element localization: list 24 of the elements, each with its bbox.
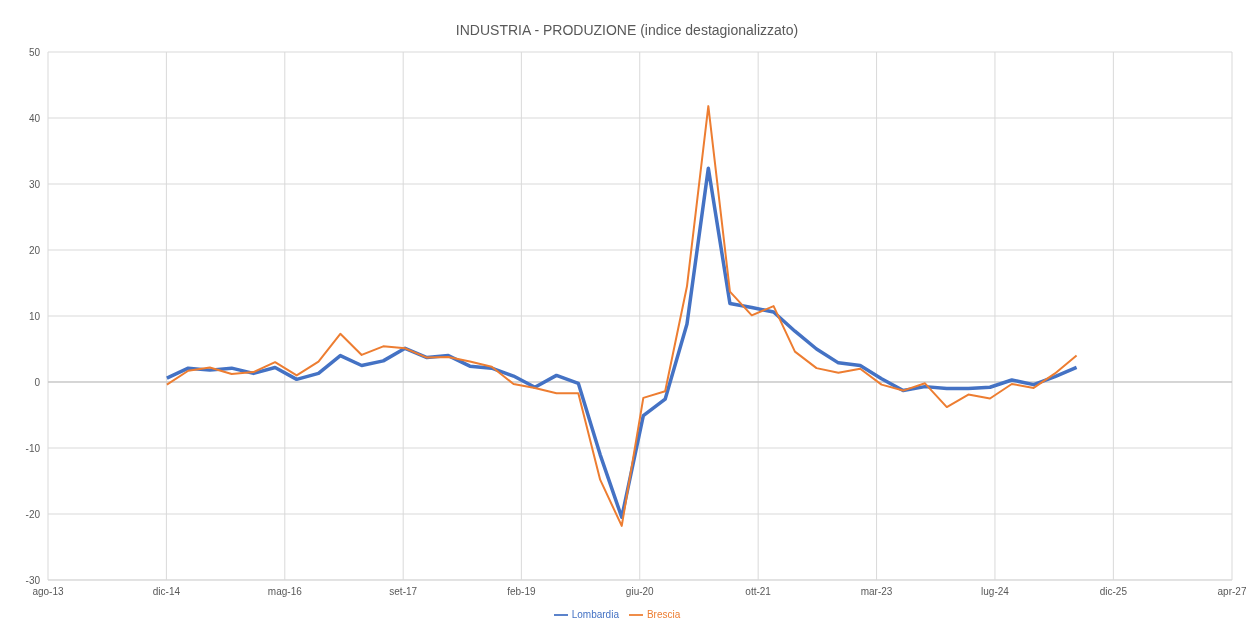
x-tick-label: apr-27 (1217, 586, 1247, 598)
legend-label: Lombardia (571, 608, 619, 620)
x-tick-label: mar-23 (860, 586, 893, 598)
line-series (165, 105, 1078, 527)
x-tick-label: mag-16 (267, 586, 303, 598)
y-tick-label: 20 (28, 244, 41, 256)
x-tick-label: lug-24 (981, 586, 1010, 598)
x-tick-label: ago-13 (32, 586, 65, 598)
legend-label: Brescia (646, 608, 681, 620)
x-tick-label: dic-14 (152, 586, 181, 598)
x-tick-label: ott-21 (745, 586, 772, 598)
y-tick-label: 30 (28, 178, 41, 190)
y-tick-label: -10 (25, 442, 41, 454)
x-tick-label: dic-25 (1099, 586, 1128, 598)
chart-title: INDUSTRIA - PRODUZIONE (indice destagionalizzato) (454, 21, 800, 38)
x-tick-label: giu-20 (625, 586, 655, 598)
y-tick-label: 0 (34, 376, 41, 388)
x-tick-label: set-17 (389, 586, 418, 598)
y-tick-label: -20 (25, 508, 41, 520)
y-tick-label: -30 (25, 574, 41, 586)
y-tick-label: 10 (28, 310, 41, 322)
y-tick-label: 40 (28, 112, 41, 124)
x-tick-label: feb-19 (507, 586, 536, 598)
y-tick-label: 50 (28, 46, 41, 58)
